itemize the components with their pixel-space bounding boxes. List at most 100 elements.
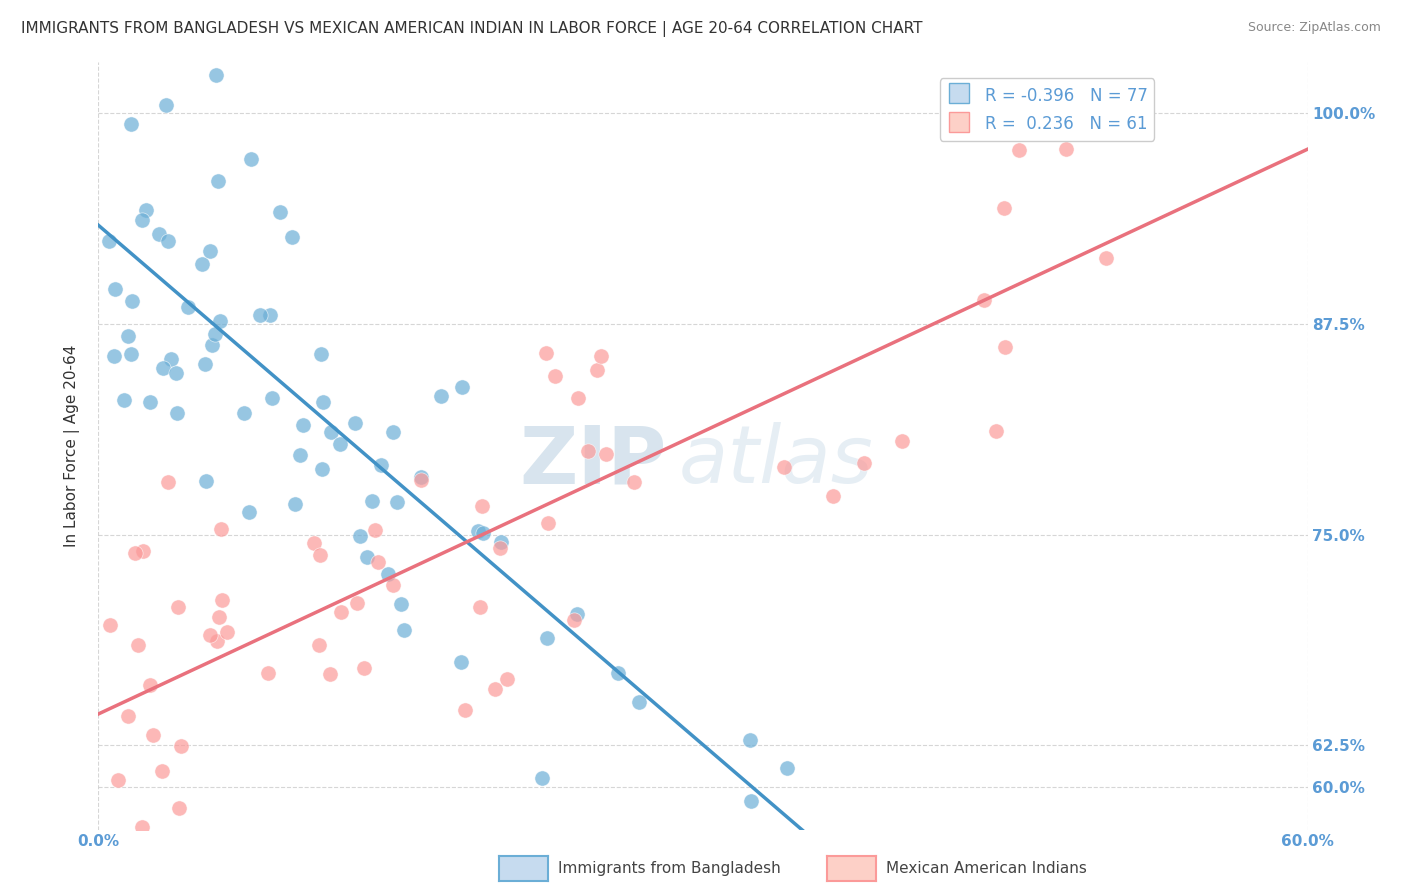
Point bbox=[198, 628, 221, 642]
Point bbox=[117, 329, 139, 343]
Point bbox=[623, 475, 645, 489]
Point bbox=[471, 526, 494, 541]
Point bbox=[370, 458, 392, 473]
Point bbox=[281, 230, 304, 244]
Point bbox=[156, 23, 179, 37]
Point bbox=[1008, 143, 1031, 157]
Point bbox=[381, 425, 404, 440]
Point bbox=[567, 607, 589, 621]
Point bbox=[986, 425, 1008, 439]
Point bbox=[381, 578, 404, 592]
Point bbox=[169, 801, 191, 815]
Point bbox=[176, 300, 198, 314]
Text: atlas: atlas bbox=[679, 422, 873, 500]
Point bbox=[1054, 142, 1077, 156]
Point bbox=[606, 665, 628, 680]
Y-axis label: In Labor Force | Age 20-64: In Labor Force | Age 20-64 bbox=[63, 345, 80, 547]
Point bbox=[127, 638, 149, 652]
Point bbox=[308, 639, 330, 653]
Point bbox=[738, 733, 761, 747]
Text: IMMIGRANTS FROM BANGLADESH VS MEXICAN AMERICAN INDIAN IN LABOR FORCE | AGE 20-64: IMMIGRANTS FROM BANGLADESH VS MEXICAN AM… bbox=[21, 21, 922, 37]
Point bbox=[578, 444, 600, 458]
Point bbox=[170, 739, 193, 754]
Point bbox=[138, 678, 160, 692]
Point bbox=[484, 682, 506, 697]
Point bbox=[364, 523, 387, 537]
Point bbox=[586, 363, 609, 377]
Point bbox=[208, 610, 231, 624]
Point bbox=[491, 535, 513, 549]
Point bbox=[240, 153, 263, 167]
Point bbox=[595, 447, 617, 461]
Point bbox=[150, 764, 173, 779]
Point bbox=[205, 68, 228, 82]
Point bbox=[124, 546, 146, 560]
Point bbox=[309, 347, 332, 361]
Point bbox=[392, 623, 415, 637]
Point bbox=[204, 327, 226, 342]
Point bbox=[496, 672, 519, 686]
Point bbox=[470, 600, 492, 615]
Point bbox=[1095, 251, 1118, 265]
Point bbox=[198, 244, 221, 258]
Point bbox=[233, 406, 256, 420]
Point bbox=[389, 597, 412, 611]
Text: ZIP: ZIP bbox=[519, 422, 666, 500]
Point bbox=[344, 416, 367, 430]
Point bbox=[190, 257, 212, 271]
Point bbox=[740, 794, 762, 808]
Point bbox=[98, 618, 121, 632]
Point bbox=[385, 495, 408, 509]
Point bbox=[308, 548, 330, 562]
Point bbox=[471, 499, 494, 513]
Point bbox=[562, 613, 585, 627]
Point bbox=[284, 497, 307, 511]
Point bbox=[628, 695, 651, 709]
Point bbox=[536, 631, 558, 645]
Point bbox=[269, 205, 291, 219]
Point bbox=[139, 395, 162, 409]
Point bbox=[167, 599, 190, 614]
Point bbox=[155, 97, 177, 112]
Point bbox=[430, 389, 453, 403]
Point bbox=[209, 522, 232, 536]
Point bbox=[311, 462, 333, 476]
Point bbox=[194, 357, 217, 371]
Point bbox=[142, 728, 165, 742]
Point bbox=[319, 425, 342, 439]
Text: Source: ZipAtlas.com: Source: ZipAtlas.com bbox=[1247, 21, 1381, 34]
Point bbox=[288, 448, 311, 462]
Point bbox=[367, 555, 389, 569]
Point bbox=[194, 474, 217, 488]
Point bbox=[312, 394, 335, 409]
Point bbox=[207, 174, 229, 188]
Point bbox=[534, 346, 557, 360]
Legend: R = -0.396   N = 77, R =  0.236   N = 61: R = -0.396 N = 77, R = 0.236 N = 61 bbox=[939, 78, 1154, 141]
Point bbox=[789, 874, 811, 888]
Point bbox=[890, 434, 912, 449]
Point bbox=[148, 227, 170, 241]
Point bbox=[166, 406, 188, 420]
Point bbox=[544, 369, 567, 384]
Point bbox=[776, 761, 799, 775]
Point bbox=[330, 605, 353, 619]
Point bbox=[994, 340, 1017, 354]
Point bbox=[537, 516, 560, 530]
Point bbox=[160, 352, 183, 367]
Point bbox=[821, 489, 844, 503]
Point bbox=[157, 475, 180, 489]
Point bbox=[249, 308, 271, 322]
Point bbox=[454, 703, 477, 717]
Point bbox=[450, 655, 472, 669]
Point bbox=[489, 541, 512, 555]
Point bbox=[349, 529, 371, 543]
Point bbox=[104, 282, 127, 296]
Point bbox=[259, 308, 281, 322]
Point bbox=[131, 820, 153, 834]
Point bbox=[291, 418, 314, 433]
Point bbox=[302, 536, 325, 550]
Point bbox=[201, 338, 224, 352]
Point bbox=[356, 549, 378, 564]
Point bbox=[135, 202, 157, 217]
Point bbox=[467, 524, 489, 538]
